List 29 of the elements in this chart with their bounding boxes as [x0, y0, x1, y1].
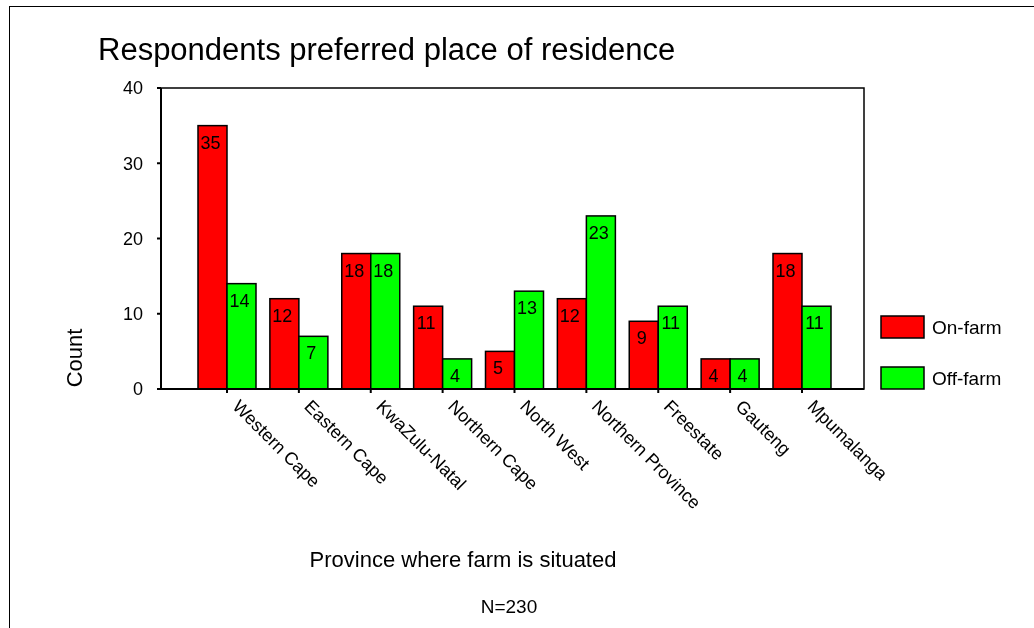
data-label: 4 [708, 365, 719, 386]
data-label: 14 [229, 290, 250, 311]
data-label: 12 [559, 305, 580, 326]
legend-label: Off-farm [932, 367, 1002, 389]
text: N=230 [480, 596, 538, 617]
data-label: 11 [805, 313, 824, 334]
y-tick-label: 20 [122, 228, 143, 249]
data-label: 4 [450, 365, 461, 386]
data-label: 5 [492, 358, 504, 379]
data-label: 23 [588, 222, 609, 243]
chart-title: Respondents preferred place of residence [98, 32, 676, 67]
data-label: 18 [373, 260, 394, 281]
data-label: 11 [416, 313, 436, 334]
data-label: 11 [661, 313, 681, 334]
data-label: 13 [516, 298, 538, 319]
data-label: 18 [344, 260, 365, 281]
x-axis-title: Province where farm is situated [309, 547, 617, 572]
y-tick-label: 10 [122, 304, 143, 325]
data-label: 4 [737, 365, 748, 386]
data-label: 9 [636, 328, 647, 349]
legend-label: On-farm [932, 316, 1002, 338]
y-axis-title: Count [62, 328, 87, 388]
y-tick-label: 0 [132, 379, 143, 400]
data-label: 7 [306, 343, 317, 364]
y-tick-label: 30 [122, 153, 143, 174]
data-label: 35 [200, 132, 221, 153]
data-label: 12 [272, 305, 293, 326]
data-label: 18 [775, 260, 796, 281]
y-tick-label: 40 [122, 78, 143, 99]
